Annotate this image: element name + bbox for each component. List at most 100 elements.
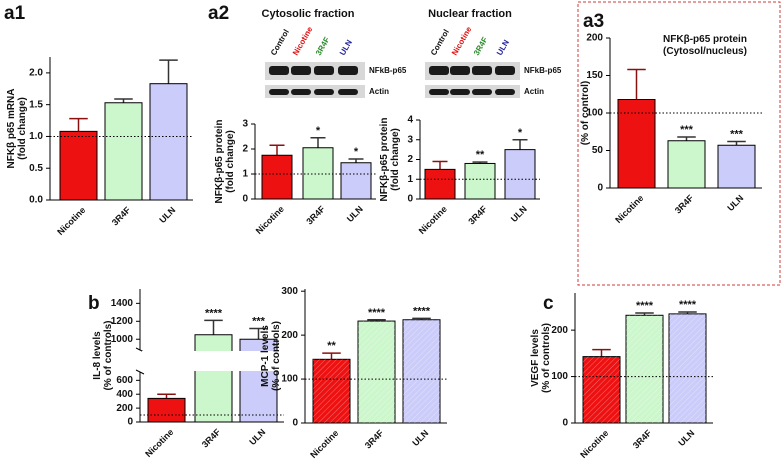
y-tick-label: 300 (281, 286, 298, 297)
significance: *** (730, 129, 744, 141)
x-tick-label: 3R4F (304, 204, 327, 227)
x-tick-label: 3R4F (466, 204, 489, 227)
significance: **** (413, 305, 431, 317)
y-tick-label: 1.5 (29, 99, 43, 110)
y-axis-label: NFKβ-p65 protein (379, 118, 390, 202)
bar-hatch (358, 321, 395, 423)
y-tick-label: 0 (292, 418, 298, 429)
y-axis-label: (% of controls) (541, 323, 552, 393)
y-tick-label: 200 (281, 330, 298, 341)
y-tick-label: 200 (551, 325, 568, 336)
y-tick-label: 1 (407, 174, 413, 185)
bar (59, 130, 98, 201)
chart-title: (Cytosol/nucleus) (663, 46, 747, 57)
axis-break-gap (142, 351, 286, 371)
y-tick-label: 0.5 (29, 163, 43, 174)
bar (261, 154, 293, 200)
y-axis-label: (fold change) (390, 128, 401, 191)
bar (149, 83, 188, 201)
y-axis-label: NFKβ-p65 protein (214, 120, 225, 204)
y-axis-label: (% of controls) (103, 321, 114, 391)
x-tick-label: ULN (725, 193, 745, 213)
y-tick-label: 3 (242, 119, 248, 130)
panel-border (577, 1, 781, 286)
bar-hatch (626, 315, 663, 423)
lane-label: 3R4F (314, 35, 332, 57)
bar (104, 102, 143, 201)
significance: **** (205, 307, 223, 319)
lane-label: Nicotine (291, 25, 315, 57)
x-tick-label: Nicotine (613, 193, 645, 225)
bar (302, 147, 334, 200)
band-label: NFkB-p65 (369, 66, 407, 75)
significance: ** (476, 149, 485, 161)
y-tick-label: 0 (562, 418, 568, 429)
x-tick-label: ULN (410, 428, 430, 448)
x-tick-label: 3R4F (200, 427, 223, 450)
x-tick-label: ULN (345, 204, 365, 224)
blot-band (269, 89, 289, 95)
x-tick-label: Nicotine (417, 204, 449, 236)
y-axis-label: (fold change) (17, 97, 28, 160)
bar (504, 149, 536, 200)
y-tick-label: 2 (407, 154, 413, 165)
significance: * (354, 146, 359, 158)
panel-label: a1 (4, 3, 26, 24)
y-axis-label: IL-8 levels (92, 331, 103, 380)
blot-title: Cytosolic fraction (262, 8, 355, 20)
y-tick-label: 1200 (111, 316, 134, 327)
y-tick-label: 100 (586, 108, 603, 119)
bar-hatch (313, 359, 350, 423)
blot-band (429, 89, 449, 95)
bar (464, 162, 496, 200)
y-axis-label: (% of control) (580, 81, 591, 145)
x-tick-label: 3R4F (110, 205, 133, 228)
y-tick-label: 1 (242, 169, 248, 180)
chart-title: NFKβ-p65 protein (663, 34, 747, 45)
blot-band (495, 89, 515, 95)
lane-label: Control (429, 28, 451, 57)
blot-band (338, 89, 358, 95)
x-tick-label: 3R4F (673, 193, 696, 216)
y-tick-label: 4 (407, 115, 413, 126)
x-tick-label: Nicotine (254, 204, 286, 236)
y-tick-label: 0 (597, 183, 603, 194)
blot-band (338, 66, 358, 75)
bar (617, 99, 656, 189)
lane-label: Control (269, 28, 291, 57)
y-tick-label: 2 (242, 144, 248, 155)
bar (717, 144, 756, 189)
lane-label: 3R4F (472, 35, 490, 57)
x-tick-label: Nicotine (143, 427, 175, 459)
panel-label: a3 (583, 11, 604, 32)
bar-hatch (403, 319, 440, 423)
blot-band (269, 66, 289, 75)
blot-band (291, 89, 311, 95)
y-tick-label: 200 (116, 403, 133, 414)
y-tick-label: 2.0 (29, 68, 43, 79)
y-tick-label: 1400 (111, 298, 134, 309)
lane-label: ULN (495, 38, 511, 57)
lane-label: Nicotine (450, 25, 474, 57)
y-axis-label: VEGF levels (530, 329, 541, 387)
blot-band (495, 66, 515, 75)
y-tick-label: 100 (281, 374, 298, 385)
y-tick-label: 0.0 (29, 195, 43, 206)
blot-band (314, 89, 334, 95)
y-tick-label: 3 (407, 134, 413, 145)
blot-band (450, 89, 470, 95)
lane-label: ULN (338, 38, 354, 57)
bar-hatch (669, 313, 706, 423)
panel-label: b (88, 293, 100, 314)
bar (424, 168, 456, 200)
y-axis-label: MCP-1 levels (260, 325, 271, 387)
y-tick-label: 200 (586, 33, 603, 44)
bar (340, 162, 372, 200)
y-tick-label: 1000 (111, 334, 134, 345)
y-axis-label: (fold change) (225, 130, 236, 193)
x-tick-label: ULN (247, 427, 267, 447)
y-axis-label: (% of controls) (271, 321, 282, 391)
y-tick-label: 400 (116, 389, 133, 400)
blot-band (314, 66, 334, 75)
